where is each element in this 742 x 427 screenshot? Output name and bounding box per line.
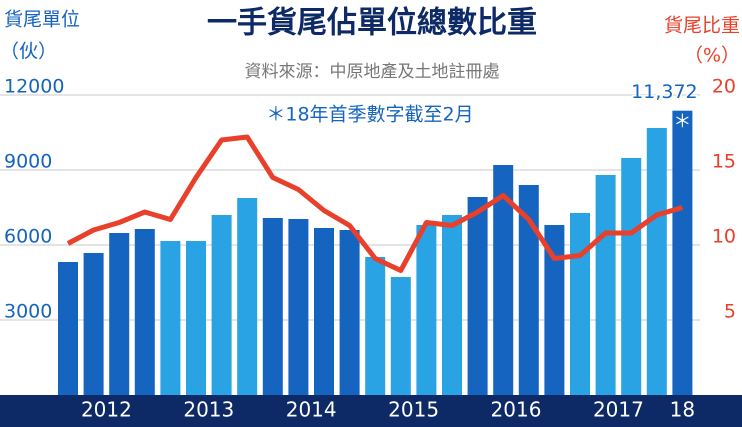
bar [186, 241, 206, 395]
bar [134, 229, 155, 395]
bar [58, 262, 78, 395]
chart-title: 一手貨尾佔單位總數比重 [207, 6, 537, 41]
y-tick-label: 12000 [4, 76, 64, 98]
x-tick-label: 2014 [286, 398, 337, 422]
y-tick-label: 9000 [4, 151, 52, 173]
annotation: ＊18年首季數字截至2月 [266, 104, 473, 126]
bar [570, 213, 590, 395]
x-tick-label: 2015 [388, 398, 439, 422]
bar [442, 215, 462, 395]
y2-tick-label: 5 [724, 301, 736, 323]
y-axis-unit: （伙） [0, 41, 57, 63]
axis-band [0, 395, 742, 427]
bar [211, 215, 232, 395]
bar [595, 175, 616, 395]
bar [160, 241, 181, 395]
bar [109, 233, 130, 395]
bar [237, 198, 258, 395]
y2-axis-label: 貨尾比重 [664, 15, 740, 37]
bar [416, 225, 437, 395]
bar [339, 230, 360, 395]
bar [288, 219, 309, 395]
y-axis-label: 貨尾單位 [4, 9, 80, 31]
y2-axis-unit: （%） [684, 45, 740, 67]
value-label: 11,372 [631, 81, 697, 103]
bar [646, 128, 667, 395]
bar [365, 257, 386, 395]
bar [262, 218, 283, 395]
bar [390, 277, 411, 395]
bar [621, 158, 642, 395]
y-tick-label: 3000 [4, 301, 52, 323]
line [66, 134, 684, 273]
marker: ＊ [673, 112, 691, 133]
x-tick-label: 2012 [81, 398, 132, 422]
bar [493, 165, 514, 395]
x-tick-label: 2013 [183, 398, 234, 422]
x-tick-label: 18 [670, 398, 695, 422]
y-tick-label: 6000 [4, 226, 52, 248]
x-tick-label: 2016 [491, 398, 542, 422]
bar [83, 253, 104, 395]
bar [467, 197, 488, 395]
x-tick-label: 2017 [593, 398, 644, 422]
bar [518, 185, 539, 395]
chart-subtitle: 資料來源：中原地產及土地註冊處 [245, 62, 500, 82]
y2-tick-label: 15 [712, 151, 736, 173]
y2-tick-label: 20 [712, 76, 736, 98]
bar [314, 228, 334, 395]
y2-tick-label: 10 [712, 226, 736, 248]
bar [544, 225, 565, 395]
bar [672, 110, 693, 395]
